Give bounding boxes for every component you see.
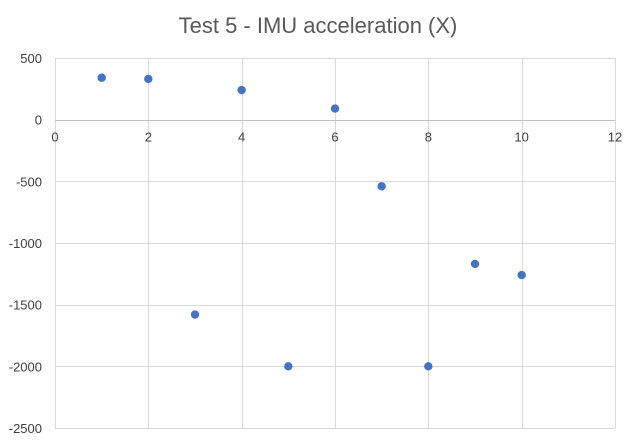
y-tick-label-500: 500 [20,51,42,66]
x-tick-label-2: 2 [145,130,152,145]
y-tick-label--500: -500 [16,174,42,189]
data-point-4 [237,85,246,95]
data-point-6 [330,104,340,113]
y-tick-label--2500: -2500 [9,421,42,436]
data-point-1 [97,73,106,82]
x-tick-label-0: 0 [51,130,58,145]
data-point-7 [377,182,386,191]
data-point-10 [517,270,526,280]
y-axis-tick-labels: 500 0 -500 -1000 -1500 -2000 -2500 [9,51,42,436]
data-point-5 [284,362,293,371]
data-point-9 [470,259,480,269]
y-tick-label--1000: -1000 [9,236,42,251]
data-point-8 [424,362,433,371]
y-tick-label--2000: -2000 [9,359,42,374]
x-tick-label-12: 12 [608,130,622,145]
x-tick-label-4: 4 [238,130,245,145]
x-tick-label-8: 8 [425,130,432,145]
x-axis-tick-labels: 0 2 4 6 8 10 12 [51,130,622,145]
y-tick-label-0: 0 [35,113,42,128]
y-tick-label--1500: -1500 [9,298,42,313]
x-tick-label-6: 6 [331,130,338,145]
data-points [97,73,526,371]
x-tick-label-10: 10 [514,130,528,145]
data-point-2 [144,74,153,84]
chart-title: Test 5 - IMU acceleration (X) [179,13,458,38]
data-point-3 [190,310,200,319]
